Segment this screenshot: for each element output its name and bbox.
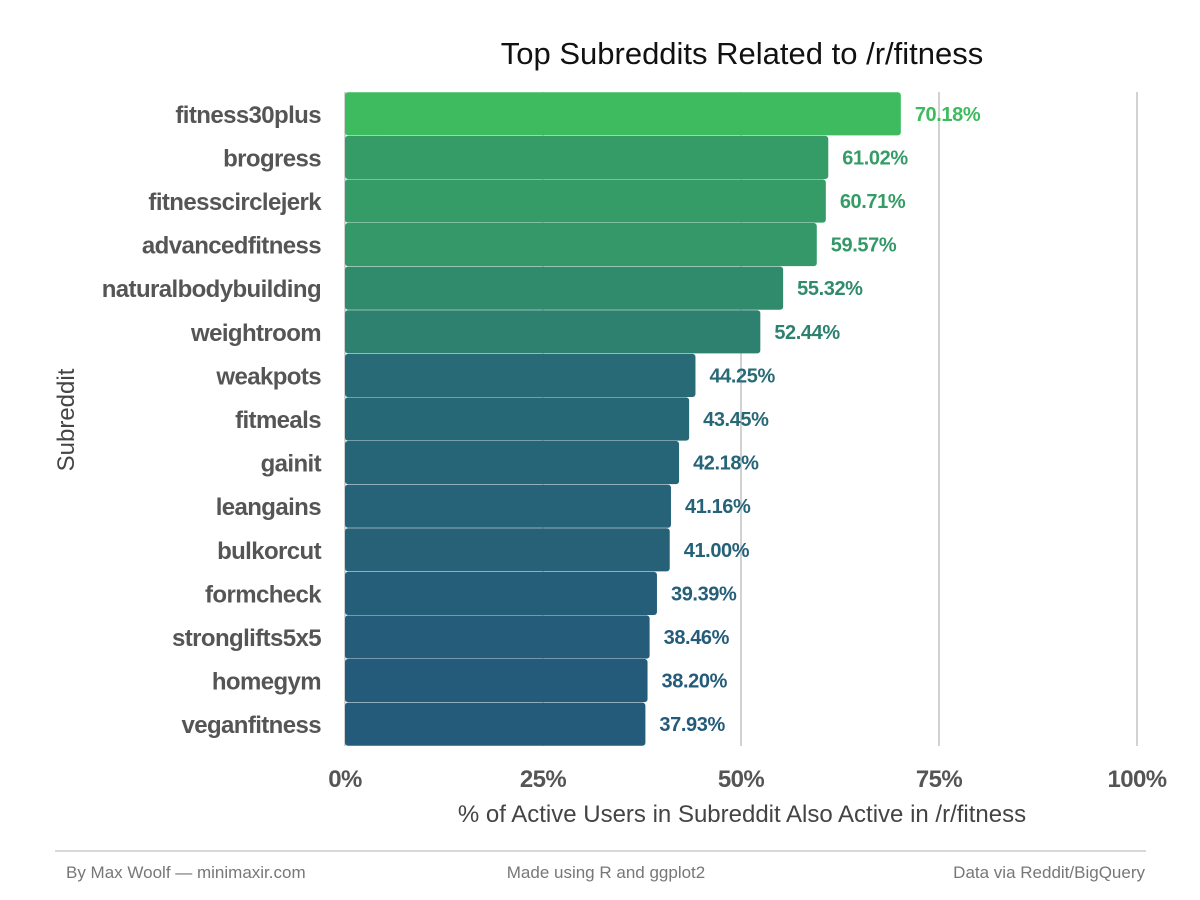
category-label: stronglifts5x5	[172, 625, 321, 652]
bars	[345, 92, 901, 746]
category-label: veganfitness	[181, 712, 321, 739]
data-label: 43.45%	[703, 409, 769, 431]
x-axis-title: % of Active Users in Subreddit Also Acti…	[458, 801, 1026, 828]
data-label: 38.20%	[662, 671, 728, 693]
y-axis-title: Subreddit	[53, 368, 80, 471]
bar-weightroom	[345, 310, 761, 354]
footer-credit: By Max Woolf — minimaxir.com	[66, 863, 306, 882]
bar-homegym	[345, 659, 648, 703]
bar-formcheck	[345, 571, 657, 615]
footer-tool: Made using R and ggplot2	[507, 863, 705, 882]
category-label: fitmeals	[235, 407, 321, 434]
data-label: 41.00%	[684, 540, 750, 562]
bar-stronglifts5x5	[345, 615, 650, 659]
category-label: weakpots	[215, 363, 321, 390]
x-tick-label: 50%	[718, 766, 764, 793]
x-tick-label: 100%	[1108, 766, 1167, 793]
category-label: leangains	[216, 494, 322, 521]
data-label: 61.02%	[842, 147, 908, 169]
category-label: brogress	[223, 145, 321, 172]
category-label: bulkorcut	[217, 538, 322, 565]
data-label: 41.16%	[685, 496, 751, 518]
category-label: homegym	[212, 669, 321, 696]
data-label: 52.44%	[774, 322, 840, 344]
x-tick-labels: 0% 25% 50% 75% 100%	[328, 766, 1167, 793]
category-label: weightroom	[190, 320, 321, 347]
x-tick-label: 25%	[520, 766, 566, 793]
footer-source: Data via Reddit/BigQuery	[953, 863, 1145, 882]
data-label: 70.18%	[915, 104, 981, 126]
data-label: 60.71%	[840, 191, 906, 213]
data-label: 44.25%	[709, 365, 775, 387]
category-label: advancedfitness	[142, 233, 321, 260]
bar-advancedfitness	[345, 223, 817, 267]
category-label: naturalbodybuilding	[102, 276, 321, 303]
category-label: fitnesscirclejerk	[148, 189, 322, 216]
x-tick-label: 75%	[916, 766, 962, 793]
chart-title: Top Subreddits Related to /r/fitness	[501, 36, 983, 71]
bar-bulkorcut	[345, 528, 670, 572]
category-labels: fitness30plus brogress fitnesscirclejerk ad…	[102, 102, 323, 739]
bar-fitnesscirclejerk	[345, 179, 826, 223]
category-label: formcheck	[205, 581, 322, 608]
data-label: 37.93%	[659, 714, 725, 736]
bar-fitmeals	[345, 397, 690, 441]
bar-leangains	[345, 484, 671, 528]
bar-weakpots	[345, 353, 696, 397]
data-label: 59.57%	[831, 235, 897, 257]
data-label: 55.32%	[797, 278, 863, 300]
bar-brogress	[345, 135, 829, 179]
data-label: 42.18%	[693, 453, 759, 475]
bar-fitness30plus	[345, 92, 901, 136]
x-tick-label: 0%	[328, 766, 362, 793]
data-labels: 70.18% 61.02% 60.71% 59.57% 55.32% 52.44% 44.2…	[659, 104, 981, 736]
data-label: 38.46%	[664, 627, 730, 649]
category-label: gainit	[261, 451, 322, 478]
data-label: 39.39%	[671, 583, 737, 605]
category-label: fitness30plus	[175, 102, 321, 129]
bar-veganfitness	[345, 702, 646, 746]
bar-gainit	[345, 441, 680, 485]
bar-naturalbodybuilding	[345, 266, 784, 310]
